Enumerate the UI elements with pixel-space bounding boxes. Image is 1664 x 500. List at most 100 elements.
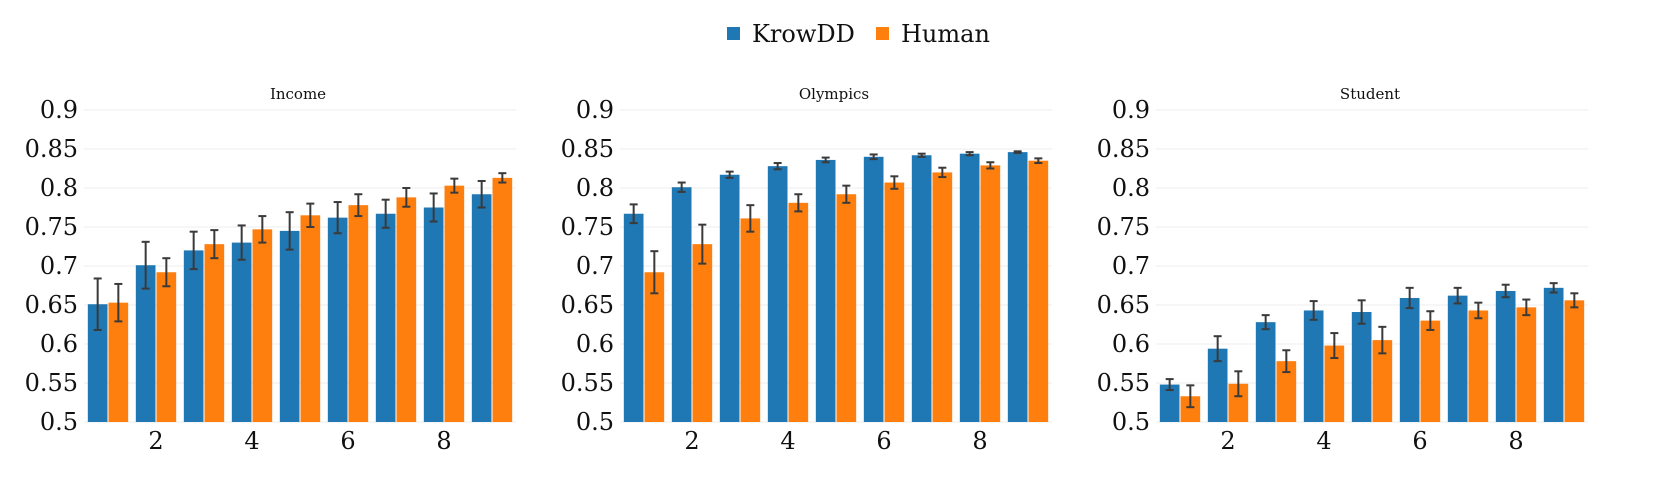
panel-income: 0.5 0.55 0.6 0.65 0.7 0.75 0.8 0.85 0.9 2 4 6 8 Incom…	[25, 85, 516, 455]
error-bar	[1378, 325, 1387, 355]
error-bar	[1570, 292, 1579, 309]
bar-human	[788, 202, 809, 422]
error-bar	[1309, 300, 1318, 321]
bar-krowdd	[135, 265, 156, 422]
bar-krowdd	[1207, 348, 1228, 422]
y-tick-label: 0.75	[561, 213, 614, 241]
y-tick-label: 0.9	[1112, 96, 1150, 124]
bar-human	[644, 272, 665, 422]
bar-krowdd	[279, 230, 300, 422]
y-tick-label: 0.65	[561, 291, 614, 319]
bar-human	[980, 165, 1001, 422]
legend: KrowDD Human	[727, 20, 990, 48]
error-bar	[629, 203, 638, 225]
error-bar	[917, 152, 926, 158]
error-bar	[1034, 157, 1043, 165]
error-bar	[189, 230, 198, 271]
x-tick-label: 4	[244, 427, 259, 455]
error-bar	[1453, 286, 1462, 305]
y-tick-label: 0.5	[576, 408, 614, 436]
bar-krowdd	[1447, 295, 1468, 422]
y-tick-label: 0.6	[576, 330, 614, 358]
bar-human	[1324, 345, 1345, 422]
x-tick-label: 4	[1316, 427, 1331, 455]
y-tick-label: 0.75	[25, 213, 78, 241]
error-bar	[1013, 150, 1022, 154]
y-tick-label: 0.65	[1097, 291, 1150, 319]
error-bar	[333, 201, 342, 235]
error-bar	[114, 282, 123, 323]
bar-krowdd	[183, 250, 204, 422]
error-bar	[698, 223, 707, 265]
error-bar	[477, 179, 486, 209]
error-bar	[402, 187, 411, 208]
y-tick-label: 0.6	[40, 330, 78, 358]
error-bar	[986, 161, 995, 170]
bar-human	[692, 244, 713, 422]
error-bar	[1522, 298, 1531, 317]
y-tick-label: 0.55	[561, 369, 614, 397]
chart-panels: 0.5 0.55 0.6 0.65 0.7 0.75 0.8 0.85 0.9 2 4 6 8 Incom…	[25, 85, 1588, 455]
error-bar	[285, 211, 294, 251]
error-bar	[93, 277, 102, 331]
error-bar	[650, 250, 659, 295]
x-tick-label: 6	[876, 427, 891, 455]
bar-krowdd	[471, 194, 492, 422]
error-bar	[821, 156, 830, 164]
bar-krowdd	[767, 166, 788, 422]
error-bar	[354, 193, 363, 218]
bar-human	[932, 172, 953, 422]
error-bar	[1426, 310, 1435, 331]
y-tick-label: 0.9	[576, 96, 614, 124]
bar-human	[396, 197, 417, 422]
bar-krowdd	[911, 155, 932, 423]
bar-human	[444, 185, 465, 422]
y-tick-label: 0.85	[25, 135, 78, 163]
legend-label-human: Human	[901, 20, 990, 48]
legend-swatch-krowdd	[727, 27, 740, 40]
x-tick-label: 8	[1508, 427, 1523, 455]
bar-krowdd	[1007, 152, 1028, 422]
bar-human	[1564, 300, 1585, 422]
bar-krowdd	[623, 213, 644, 422]
bar-human	[300, 215, 321, 422]
bar-krowdd	[815, 159, 836, 423]
error-bar	[1501, 283, 1510, 299]
y-tick-label: 0.55	[25, 369, 78, 397]
legend-swatch-human	[876, 27, 889, 40]
y-tick-label: 0.5	[40, 408, 78, 436]
bar-human	[836, 194, 857, 422]
y-tick-label: 0.6	[1112, 330, 1150, 358]
panel-title: Olympics	[799, 85, 869, 103]
error-bar	[794, 193, 803, 213]
error-bar	[1405, 286, 1414, 310]
error-bar	[162, 257, 171, 288]
error-bar	[450, 177, 459, 194]
bar-human	[1372, 340, 1393, 422]
error-bar	[306, 202, 315, 228]
error-bar	[842, 184, 851, 204]
y-tick-label: 0.85	[1097, 135, 1150, 163]
error-bar	[1549, 282, 1558, 294]
y-tick-label: 0.9	[40, 96, 78, 124]
bar-human	[1180, 396, 1201, 422]
bar-krowdd	[1495, 290, 1516, 422]
bar-krowdd	[327, 217, 348, 422]
x-tick-label: 6	[340, 427, 355, 455]
panel-olympics: 0.5 0.55 0.6 0.65 0.7 0.75 0.8 0.85 0.9 2 4 6 8 Olymp…	[561, 85, 1052, 455]
bar-krowdd	[231, 242, 252, 422]
panel-student: 0.5 0.55 0.6 0.65 0.7 0.75 0.8 0.85 0.9 2 4 6 8 Stude…	[1097, 85, 1588, 455]
y-tick-label: 0.8	[1112, 174, 1150, 202]
y-tick-label: 0.8	[40, 174, 78, 202]
x-tick-label: 6	[1412, 427, 1427, 455]
bar-krowdd	[1159, 384, 1180, 422]
error-bar	[237, 224, 246, 261]
error-bar	[1261, 314, 1270, 331]
bar-krowdd	[863, 156, 884, 423]
error-bar	[141, 240, 150, 290]
error-bar	[258, 215, 267, 244]
error-bar	[965, 151, 974, 157]
error-bar	[1282, 349, 1291, 374]
bar-krowdd	[671, 187, 692, 422]
y-tick-label: 0.8	[576, 174, 614, 202]
